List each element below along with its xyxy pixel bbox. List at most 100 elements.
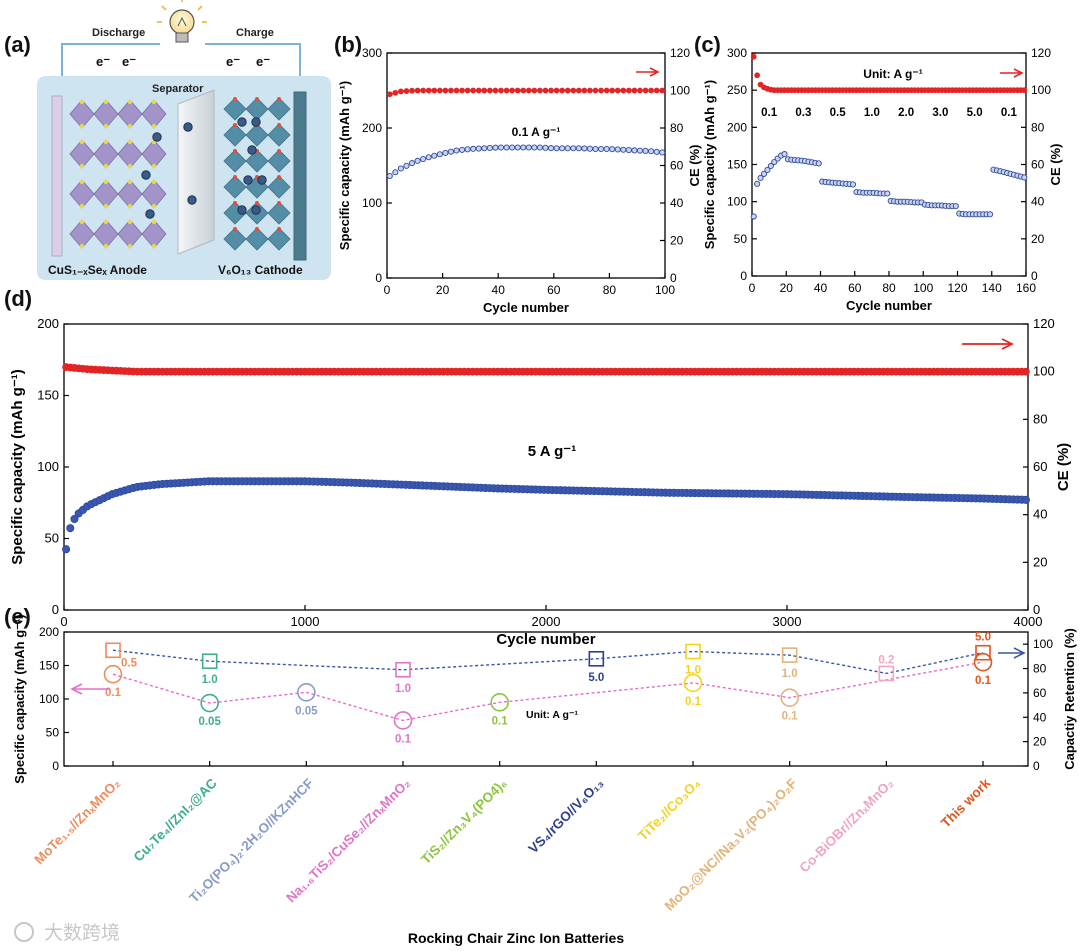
ce-point [581,87,588,94]
category-label: TiS₂//Zn₃V₄(PO4)₆ [418,776,510,868]
capacity-point [420,155,427,163]
ce-point [459,87,465,94]
capacity-point [414,157,421,164]
retention-rate-label: 1.0 [395,683,411,695]
cathode-polyhedron [267,175,291,199]
capacity-marker [973,652,993,672]
ce-point [520,87,527,94]
capacity-point [614,146,621,153]
ce-point [754,72,761,79]
x-tick-label: 40 [814,281,828,295]
y-right-tick-label: 120 [1031,46,1051,60]
ce-point [492,87,499,94]
cathode-atom [233,175,237,179]
zinc-ion [257,175,267,185]
capacity-marker [490,693,509,712]
anode-atom [127,219,133,225]
capacity-point [636,147,644,154]
y-right-tick-label: 60 [1033,686,1047,700]
panel-a-schematic: (a) Discharge Charge e⁻ e⁻ e⁻ e⁻ Separat… [4,0,331,280]
zinc-ion [145,209,155,219]
ce-point [587,87,593,94]
capacity-point [497,144,505,151]
ce-point [1022,367,1030,376]
cathode-layers [223,97,291,251]
capacity-point [442,149,449,156]
capacity-point [486,144,493,151]
anode-atom [151,243,157,249]
retention-rate-label: 0.2 [878,654,894,666]
cathode-atom [233,123,237,127]
arrow-to-right-axis-icon [962,338,1015,350]
ce-series [386,87,666,98]
anode-atom [103,139,109,145]
capacity-point [459,146,466,153]
y-right-tick-label: 60 [670,159,684,173]
capacity-rate-label: 0.1 [395,733,412,745]
arrow-to-right-axis-icon [636,67,660,77]
y-right-tick-label: 80 [670,121,684,135]
capacity-point [575,145,582,152]
ce-point [442,87,449,94]
ce-point [509,87,515,94]
ce-point [431,87,438,94]
cathode-collector [293,91,307,261]
panel-label-a: (a) [4,32,31,57]
y-right-tick-label: 80 [1033,411,1047,426]
y-axis-label: Specific capacity (mAh g⁻¹) [702,80,717,249]
category-label: This work [938,775,994,831]
capacity-point [952,203,959,210]
capacity-rate-label: 0.1 [105,687,122,699]
capacity-point [403,162,410,169]
ce-point [570,87,577,94]
ce-point [453,87,460,94]
category-label: MoTe₁.₅//ZnₓMnO₂ [31,776,123,868]
capacity-point [659,149,666,156]
y-tick-label: 100 [727,195,747,209]
x-tick-label: 2000 [532,614,561,629]
zinc-ion [237,117,247,127]
x-axis-label: Cycle number [483,300,569,315]
y-right-axis-label: CE (%) [687,145,702,187]
rate-label: 0.3 [795,107,811,119]
ce-point [575,87,582,94]
capacity-series [386,144,666,180]
anode-atom [103,219,109,225]
capacity-point [849,181,857,188]
anode-atom [103,163,109,169]
y-right-tick-label: 0 [1031,269,1038,283]
rate-label: 0.5 [830,107,847,119]
electron-label: e⁻ [96,54,110,69]
ce-point [436,87,443,94]
cathode-atom [255,201,259,205]
cathode-atom [277,123,281,127]
ce-point [614,87,621,94]
x-tick-label: 0 [384,283,391,297]
anode-atom [127,123,133,129]
electron-label: e⁻ [122,54,136,69]
ce-point [620,87,627,94]
capacity-trend-line [112,661,984,722]
capacity-marker [780,688,799,707]
ce-point [542,87,549,94]
capacity-rate-label: 0.1 [492,715,509,727]
arrow-to-left-axis-icon [70,683,110,695]
zinc-ions [141,117,267,219]
cathode-polyhedron [267,123,291,147]
capacity-point [754,180,761,187]
panel-label-e: (e) [4,604,31,629]
category-label: Cu₇Te₄//ZnI₂@AC [131,775,220,864]
ce-point [648,87,654,94]
y-right-tick-label: 40 [1031,195,1045,209]
y-tick-label: 50 [45,531,59,546]
rate-label: 5.0 [967,107,983,119]
capacity-point [436,151,443,158]
y-right-tick-label: 80 [1031,120,1045,134]
ce-point [486,87,493,94]
category-label: Co-BiOBr//ZnₓMnO₂ [796,776,896,876]
rate-label: 3.0 [932,107,948,119]
capacity-point [781,151,788,158]
cathode-atom [277,97,281,101]
y-right-tick-label: 20 [670,234,684,248]
